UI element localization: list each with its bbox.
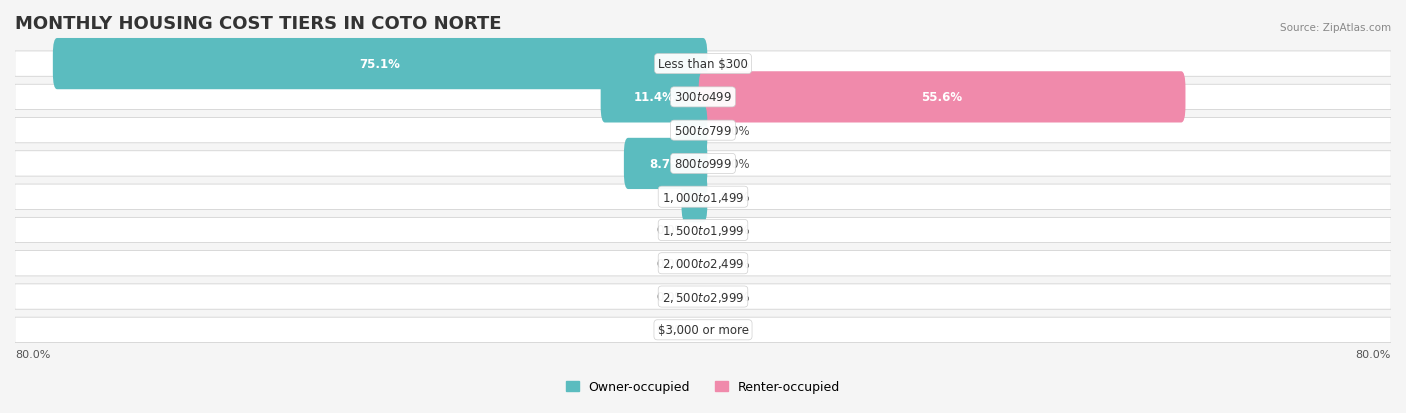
FancyBboxPatch shape [15,52,1391,77]
Text: $1,500 to $1,999: $1,500 to $1,999 [662,223,744,237]
FancyBboxPatch shape [15,85,1391,110]
FancyBboxPatch shape [15,318,1391,343]
Text: 0.0%: 0.0% [657,290,686,303]
Text: 2.0%: 2.0% [678,191,710,204]
Text: $300 to $499: $300 to $499 [673,91,733,104]
Text: $2,500 to $2,999: $2,500 to $2,999 [662,290,744,304]
Text: 0.0%: 0.0% [720,157,749,171]
FancyBboxPatch shape [53,39,707,90]
Text: 80.0%: 80.0% [15,349,51,359]
Text: 0.0%: 0.0% [657,224,686,237]
Text: 0.0%: 0.0% [720,124,749,137]
FancyBboxPatch shape [699,72,1185,123]
Text: $800 to $999: $800 to $999 [673,157,733,171]
Text: Less than $300: Less than $300 [658,58,748,71]
Text: 8.7%: 8.7% [650,157,682,171]
FancyBboxPatch shape [600,72,707,123]
Text: $2,000 to $2,499: $2,000 to $2,499 [662,256,744,271]
FancyBboxPatch shape [15,218,1391,243]
FancyBboxPatch shape [682,172,707,223]
Text: $500 to $799: $500 to $799 [673,124,733,137]
FancyBboxPatch shape [15,152,1391,177]
Text: 0.0%: 0.0% [657,257,686,270]
FancyBboxPatch shape [675,105,707,157]
FancyBboxPatch shape [15,118,1391,143]
Text: 0.0%: 0.0% [720,323,749,337]
Text: 0.0%: 0.0% [720,58,749,71]
Text: $1,000 to $1,499: $1,000 to $1,499 [662,190,744,204]
Text: 0.0%: 0.0% [720,224,749,237]
Text: 80.0%: 80.0% [1355,349,1391,359]
Text: 0.0%: 0.0% [720,191,749,204]
Text: 0.0%: 0.0% [657,323,686,337]
Text: 0.0%: 0.0% [720,257,749,270]
Text: 11.4%: 11.4% [634,91,675,104]
FancyBboxPatch shape [15,185,1391,210]
Text: 2.7%: 2.7% [675,124,707,137]
Text: 0.0%: 0.0% [657,257,686,270]
Text: $3,000 or more: $3,000 or more [658,323,748,337]
FancyBboxPatch shape [15,251,1391,276]
Text: 0.0%: 0.0% [657,323,686,337]
Text: 0.0%: 0.0% [657,290,686,303]
FancyBboxPatch shape [15,284,1391,309]
Text: 0.0%: 0.0% [657,224,686,237]
Legend: Owner-occupied, Renter-occupied: Owner-occupied, Renter-occupied [561,375,845,398]
Text: MONTHLY HOUSING COST TIERS IN COTO NORTE: MONTHLY HOUSING COST TIERS IN COTO NORTE [15,15,502,33]
FancyBboxPatch shape [624,138,707,190]
Text: 0.0%: 0.0% [720,290,749,303]
Text: Source: ZipAtlas.com: Source: ZipAtlas.com [1279,23,1391,33]
Text: 55.6%: 55.6% [921,91,963,104]
Text: 75.1%: 75.1% [360,58,401,71]
